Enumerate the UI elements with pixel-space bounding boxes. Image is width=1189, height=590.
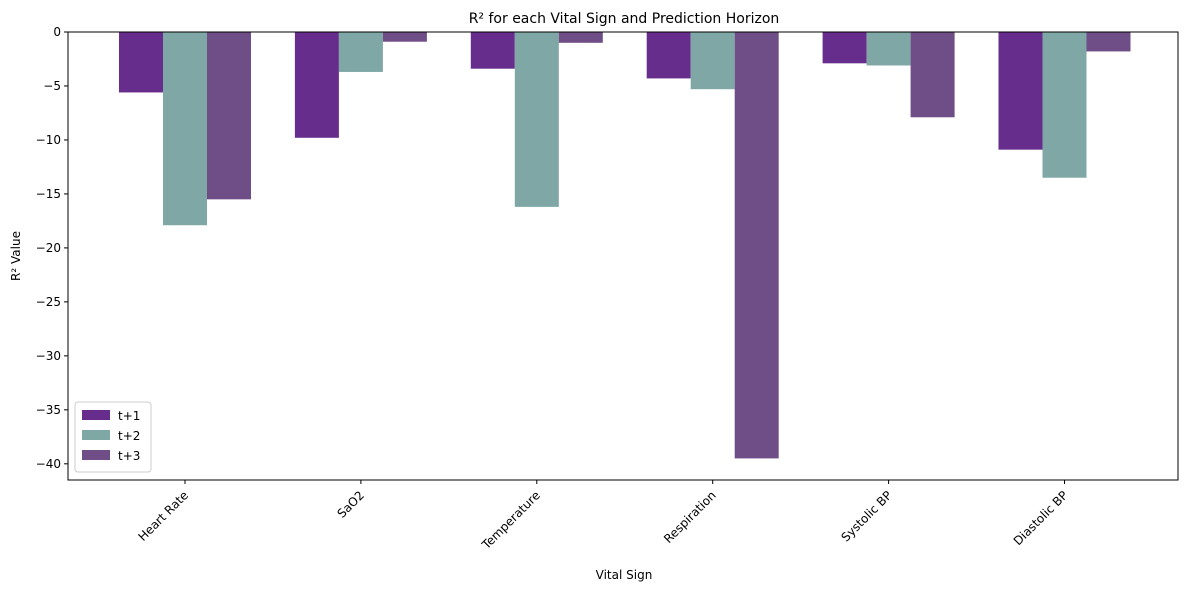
bar-tplus3-respiration: [734, 32, 779, 459]
chart-title: R² for each Vital Sign and Prediction Ho…: [469, 11, 780, 27]
bar-tplus2-diastolic-bp: [1042, 32, 1087, 178]
bar-tplus2-temperature: [514, 32, 559, 207]
x-tick-label: Diastolic BP: [1011, 488, 1071, 548]
bar-tplus2-sao2: [338, 32, 383, 72]
bar-tplus2-heart-rate: [163, 32, 207, 226]
bar-tplus2-respiration: [690, 32, 735, 90]
y-tick-label: −25: [36, 295, 61, 309]
bars-group: [119, 32, 1131, 459]
x-tick-label: Heart Rate: [135, 488, 191, 544]
y-tick-label: −20: [36, 241, 61, 255]
bar-tplus3-diastolic-bp: [1086, 32, 1131, 52]
x-tick-label: Systolic BP: [838, 488, 894, 544]
x-tick-label: Respiration: [661, 488, 719, 546]
bar-tplus1-respiration: [646, 32, 691, 79]
y-tick-label: −35: [36, 403, 61, 417]
legend-label: t+1: [118, 409, 140, 423]
y-axis-label: R² Value: [9, 231, 23, 281]
y-tick-label: 0: [53, 25, 61, 39]
x-axis-label: Vital Sign: [596, 568, 653, 582]
bar-tplus1-diastolic-bp: [998, 32, 1043, 150]
bar-tplus3-temperature: [558, 32, 603, 43]
bar-tplus2-systolic-bp: [866, 32, 911, 66]
bar-tplus1-temperature: [470, 32, 515, 69]
bar-tplus1-systolic-bp: [822, 32, 867, 64]
bar-tplus3-heart-rate: [207, 32, 251, 200]
bar-tplus1-sao2: [294, 32, 339, 138]
bar-tplus3-systolic-bp: [910, 32, 955, 118]
legend: t+1 t+2 t+3: [74, 401, 152, 473]
bar-tplus1-heart-rate: [119, 32, 163, 93]
legend-swatch: [82, 450, 110, 460]
y-tick-label: −30: [36, 349, 61, 363]
y-tick-label: −40: [36, 457, 61, 471]
bar-tplus3-sao2: [382, 32, 427, 42]
legend-label: t+2: [118, 429, 140, 443]
x-tick-label: Temperature: [479, 488, 543, 552]
y-tick-label: −5: [43, 79, 61, 93]
legend-label: t+3: [118, 449, 140, 463]
x-tick-label: SaO2: [334, 488, 367, 521]
plot-frame: [67, 31, 1179, 481]
y-tick-label: −10: [36, 133, 61, 147]
legend-swatch: [82, 430, 110, 440]
legend-swatch: [82, 410, 110, 420]
y-tick-label: −15: [36, 187, 61, 201]
